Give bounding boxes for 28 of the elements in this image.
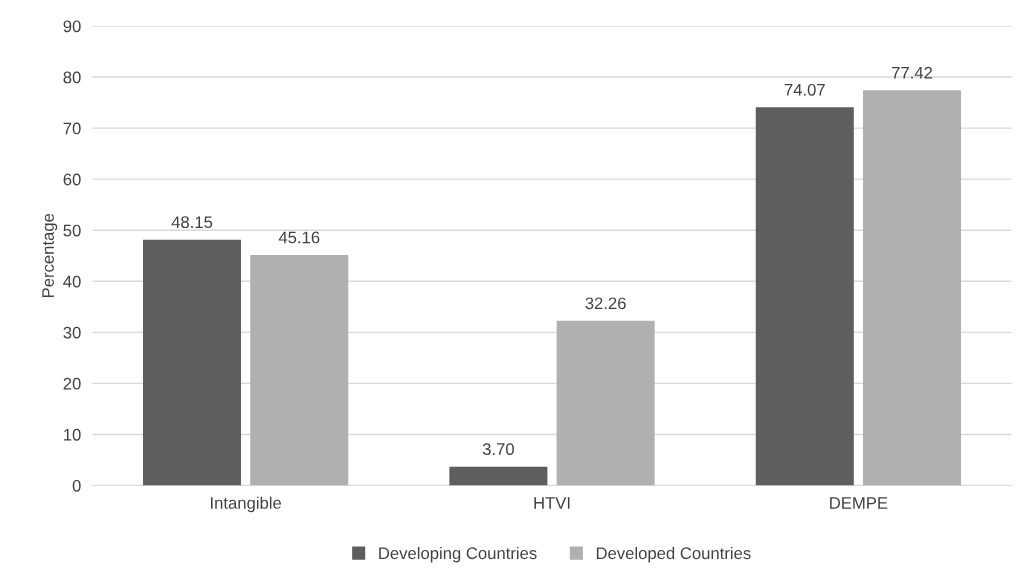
y-tick-label: 30 (63, 326, 81, 339)
y-tick-label: 70 (63, 122, 81, 135)
data-label: 74.07 (784, 83, 825, 96)
bar (755, 107, 854, 486)
y-axis-title: Percentage (42, 213, 58, 298)
y-tick-label: 10 (64, 428, 81, 441)
bar (142, 239, 242, 486)
data-label: 45.16 (278, 231, 320, 244)
legend-label: Developed Countries (596, 546, 751, 563)
legend-label: Developing Countries (379, 546, 537, 563)
x-tick-label: Intangible (211, 496, 282, 513)
y-tick-label: 90 (63, 20, 81, 33)
y-tick-label: 50 (63, 224, 81, 237)
bar (556, 320, 655, 486)
data-label: 48.15 (171, 216, 213, 229)
data-label: 77.42 (892, 66, 933, 79)
y-tick-label: 80 (63, 71, 81, 84)
bar (250, 254, 349, 486)
x-tick-label: DEMPE (830, 497, 888, 509)
y-tick-label: 20 (63, 377, 81, 390)
y-tick-label: 0 (72, 479, 81, 492)
y-tick-label: 60 (63, 173, 81, 186)
bar (863, 90, 962, 486)
bar (449, 466, 548, 486)
y-tick-label: 40 (63, 275, 81, 288)
x-tick-label: HTVI (534, 497, 570, 509)
data-label: 32.26 (585, 297, 626, 310)
data-label: 3.70 (482, 443, 514, 455)
